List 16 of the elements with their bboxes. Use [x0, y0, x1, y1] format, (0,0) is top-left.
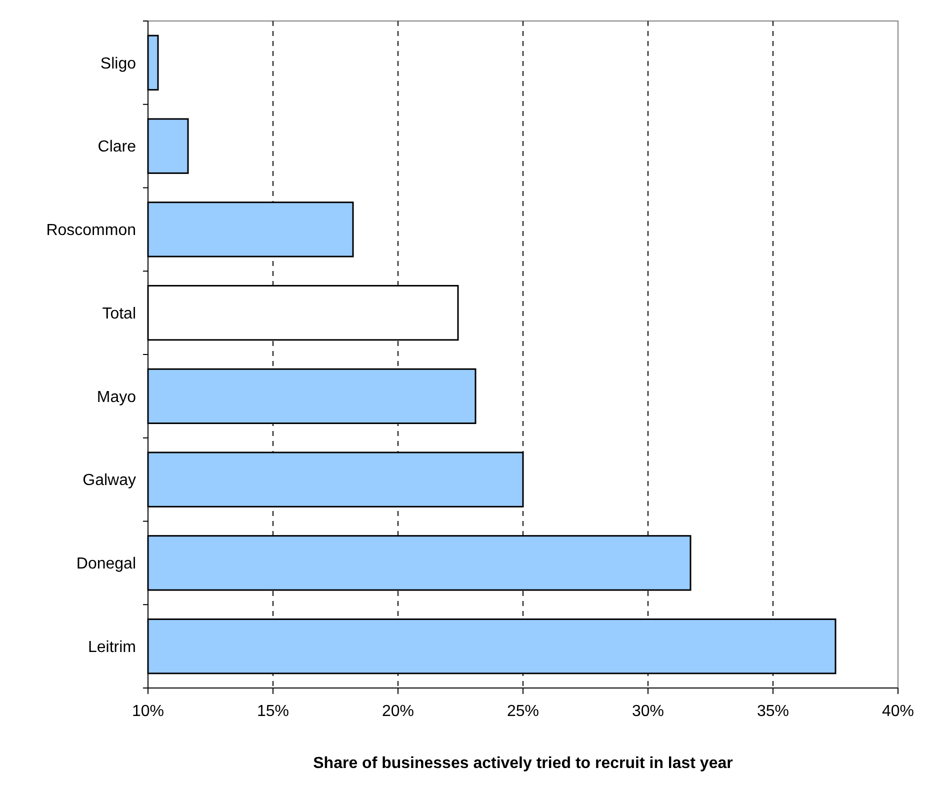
x-axis-title: Share of businesses actively tried to recruit in last year: [313, 755, 733, 772]
y-tick-label: Leitrim: [88, 638, 136, 656]
x-tick-label: 10%: [132, 703, 164, 720]
y-tick-label: Total: [102, 305, 136, 322]
x-tick-label: 25%: [506, 703, 540, 720]
x-tick-label: 40%: [882, 703, 914, 720]
y-tick-label: Roscommon: [46, 222, 136, 240]
x-tick-label: 15%: [256, 703, 290, 720]
y-tick-label: Clare: [98, 138, 136, 156]
y-tick-label: Galway: [82, 472, 136, 490]
x-tick-label: 20%: [382, 703, 414, 720]
y-tick-label: Mayo: [96, 388, 136, 406]
y-tick-label: Donegal: [76, 556, 136, 573]
x-tick-label: 35%: [756, 703, 790, 720]
y-tick-label: Sligo: [100, 55, 136, 72]
x-tick-label: 30%: [632, 703, 664, 720]
